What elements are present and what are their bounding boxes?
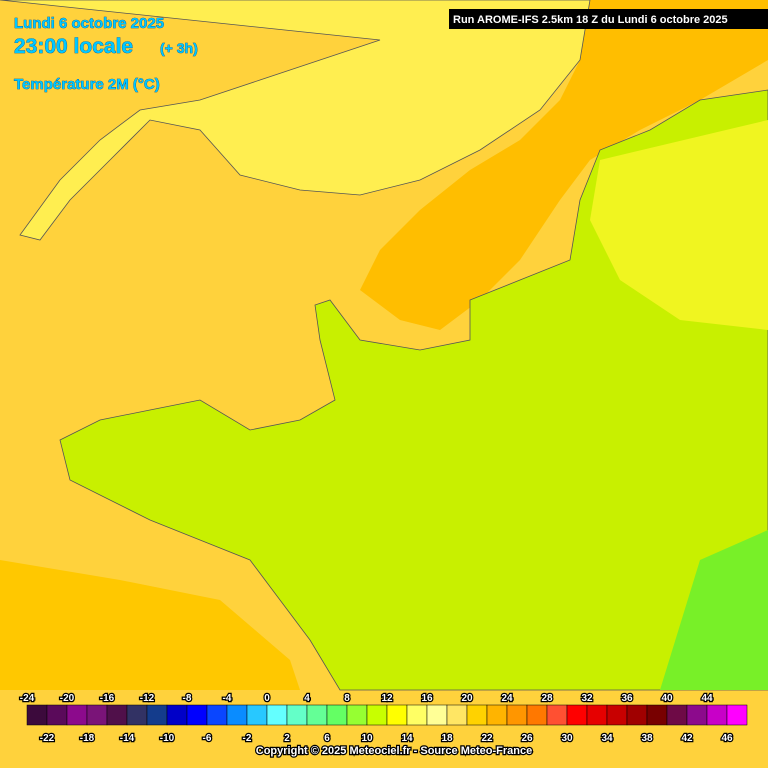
france [59,89,768,691]
legend-label: -8 [183,693,192,704]
legend-label: 16 [421,693,433,704]
legend-swatch [346,704,368,726]
legend-swatch [66,704,88,726]
legend-swatch [366,704,388,726]
legend-label: 4 [304,693,310,704]
legend-label: -4 [223,693,232,704]
legend-label: 40 [661,693,673,704]
east-cool [660,530,768,690]
legend-label: 12 [381,693,393,704]
legend-label: 32 [581,693,593,704]
legend-swatch [446,704,468,726]
legend-swatch [506,704,528,726]
legend-swatch [646,704,668,726]
legend-swatch [626,704,648,726]
legend-swatch [206,704,228,726]
legend-swatch [726,704,748,726]
legend-label: 42 [681,733,693,744]
legend-label: 20 [461,693,473,704]
legend-swatch [126,704,148,726]
legend-label: -6 [203,733,212,744]
north-france-warm [590,120,768,330]
legend-swatch [486,704,508,726]
legend-label: -12 [140,693,155,704]
legend-label: -14 [120,733,135,744]
legend-label: -20 [60,693,75,704]
legend-label: 22 [481,733,493,744]
legend-label: 26 [521,733,533,744]
legend-swatch [266,704,288,726]
legend-label: 8 [344,693,350,704]
legend-swatch [606,704,628,726]
legend-swatch [226,704,248,726]
legend-swatch [186,704,208,726]
legend-swatch [386,704,408,726]
legend-swatch [46,704,68,726]
legend-label: 30 [561,733,573,744]
legend-swatch [166,704,188,726]
legend-label: 18 [441,733,453,744]
legend-label: 34 [601,733,613,744]
legend-swatch [246,704,268,726]
legend-swatch [466,704,488,726]
legend-label: 44 [701,693,713,704]
legend-label: 0 [264,693,270,704]
legend-swatch [526,704,548,726]
legend-label: 10 [361,733,373,744]
legend-label: -24 [20,693,35,704]
run-info: Run AROME-IFS 2.5km 18 Z du Lundi 6 octo… [453,14,728,26]
legend-label: -10 [160,733,175,744]
legend-swatch [666,704,688,726]
copyright: Copyright © 2025 Meteociel.fr - Source M… [256,745,532,757]
legend-swatch [146,704,168,726]
legend-label: 24 [501,693,513,704]
legend-swatch [586,704,608,726]
legend-swatch [286,704,308,726]
legend-label: -16 [100,693,115,704]
legend-swatch [686,704,708,726]
legend-label: 14 [401,733,413,744]
parameter: Température 2M (°C) [14,76,160,93]
england [0,0,591,241]
legend-label: -18 [80,733,95,744]
channel-warm [360,0,768,330]
legend-label: 46 [721,733,733,744]
legend-label: 2 [284,733,290,744]
legend: -24-22-20-18-16-14-12-10-8-6-4-202468101… [19,692,748,745]
legend-label: 36 [621,693,633,704]
legend-swatch [86,704,108,726]
legend-swatch [426,704,448,726]
legend-swatch [546,704,568,726]
legend-label: 6 [324,733,330,744]
legend-swatch [706,704,728,726]
legend-swatch [106,704,128,726]
legend-swatch [406,704,428,726]
legend-swatch [306,704,328,726]
legend-label: -22 [40,733,55,744]
legend-swatch [326,704,348,726]
legend-label: 38 [641,733,653,744]
biscay-warm [0,560,300,690]
legend-swatch [26,704,48,726]
legend-label: -2 [243,733,252,744]
run-box [449,9,768,29]
offset: (+ 3h) [160,40,198,56]
legend-swatch [566,704,588,726]
legend-label: 28 [541,693,553,704]
time: 23:00 locale [14,35,133,58]
date: Lundi 6 octobre 2025 [14,15,164,32]
